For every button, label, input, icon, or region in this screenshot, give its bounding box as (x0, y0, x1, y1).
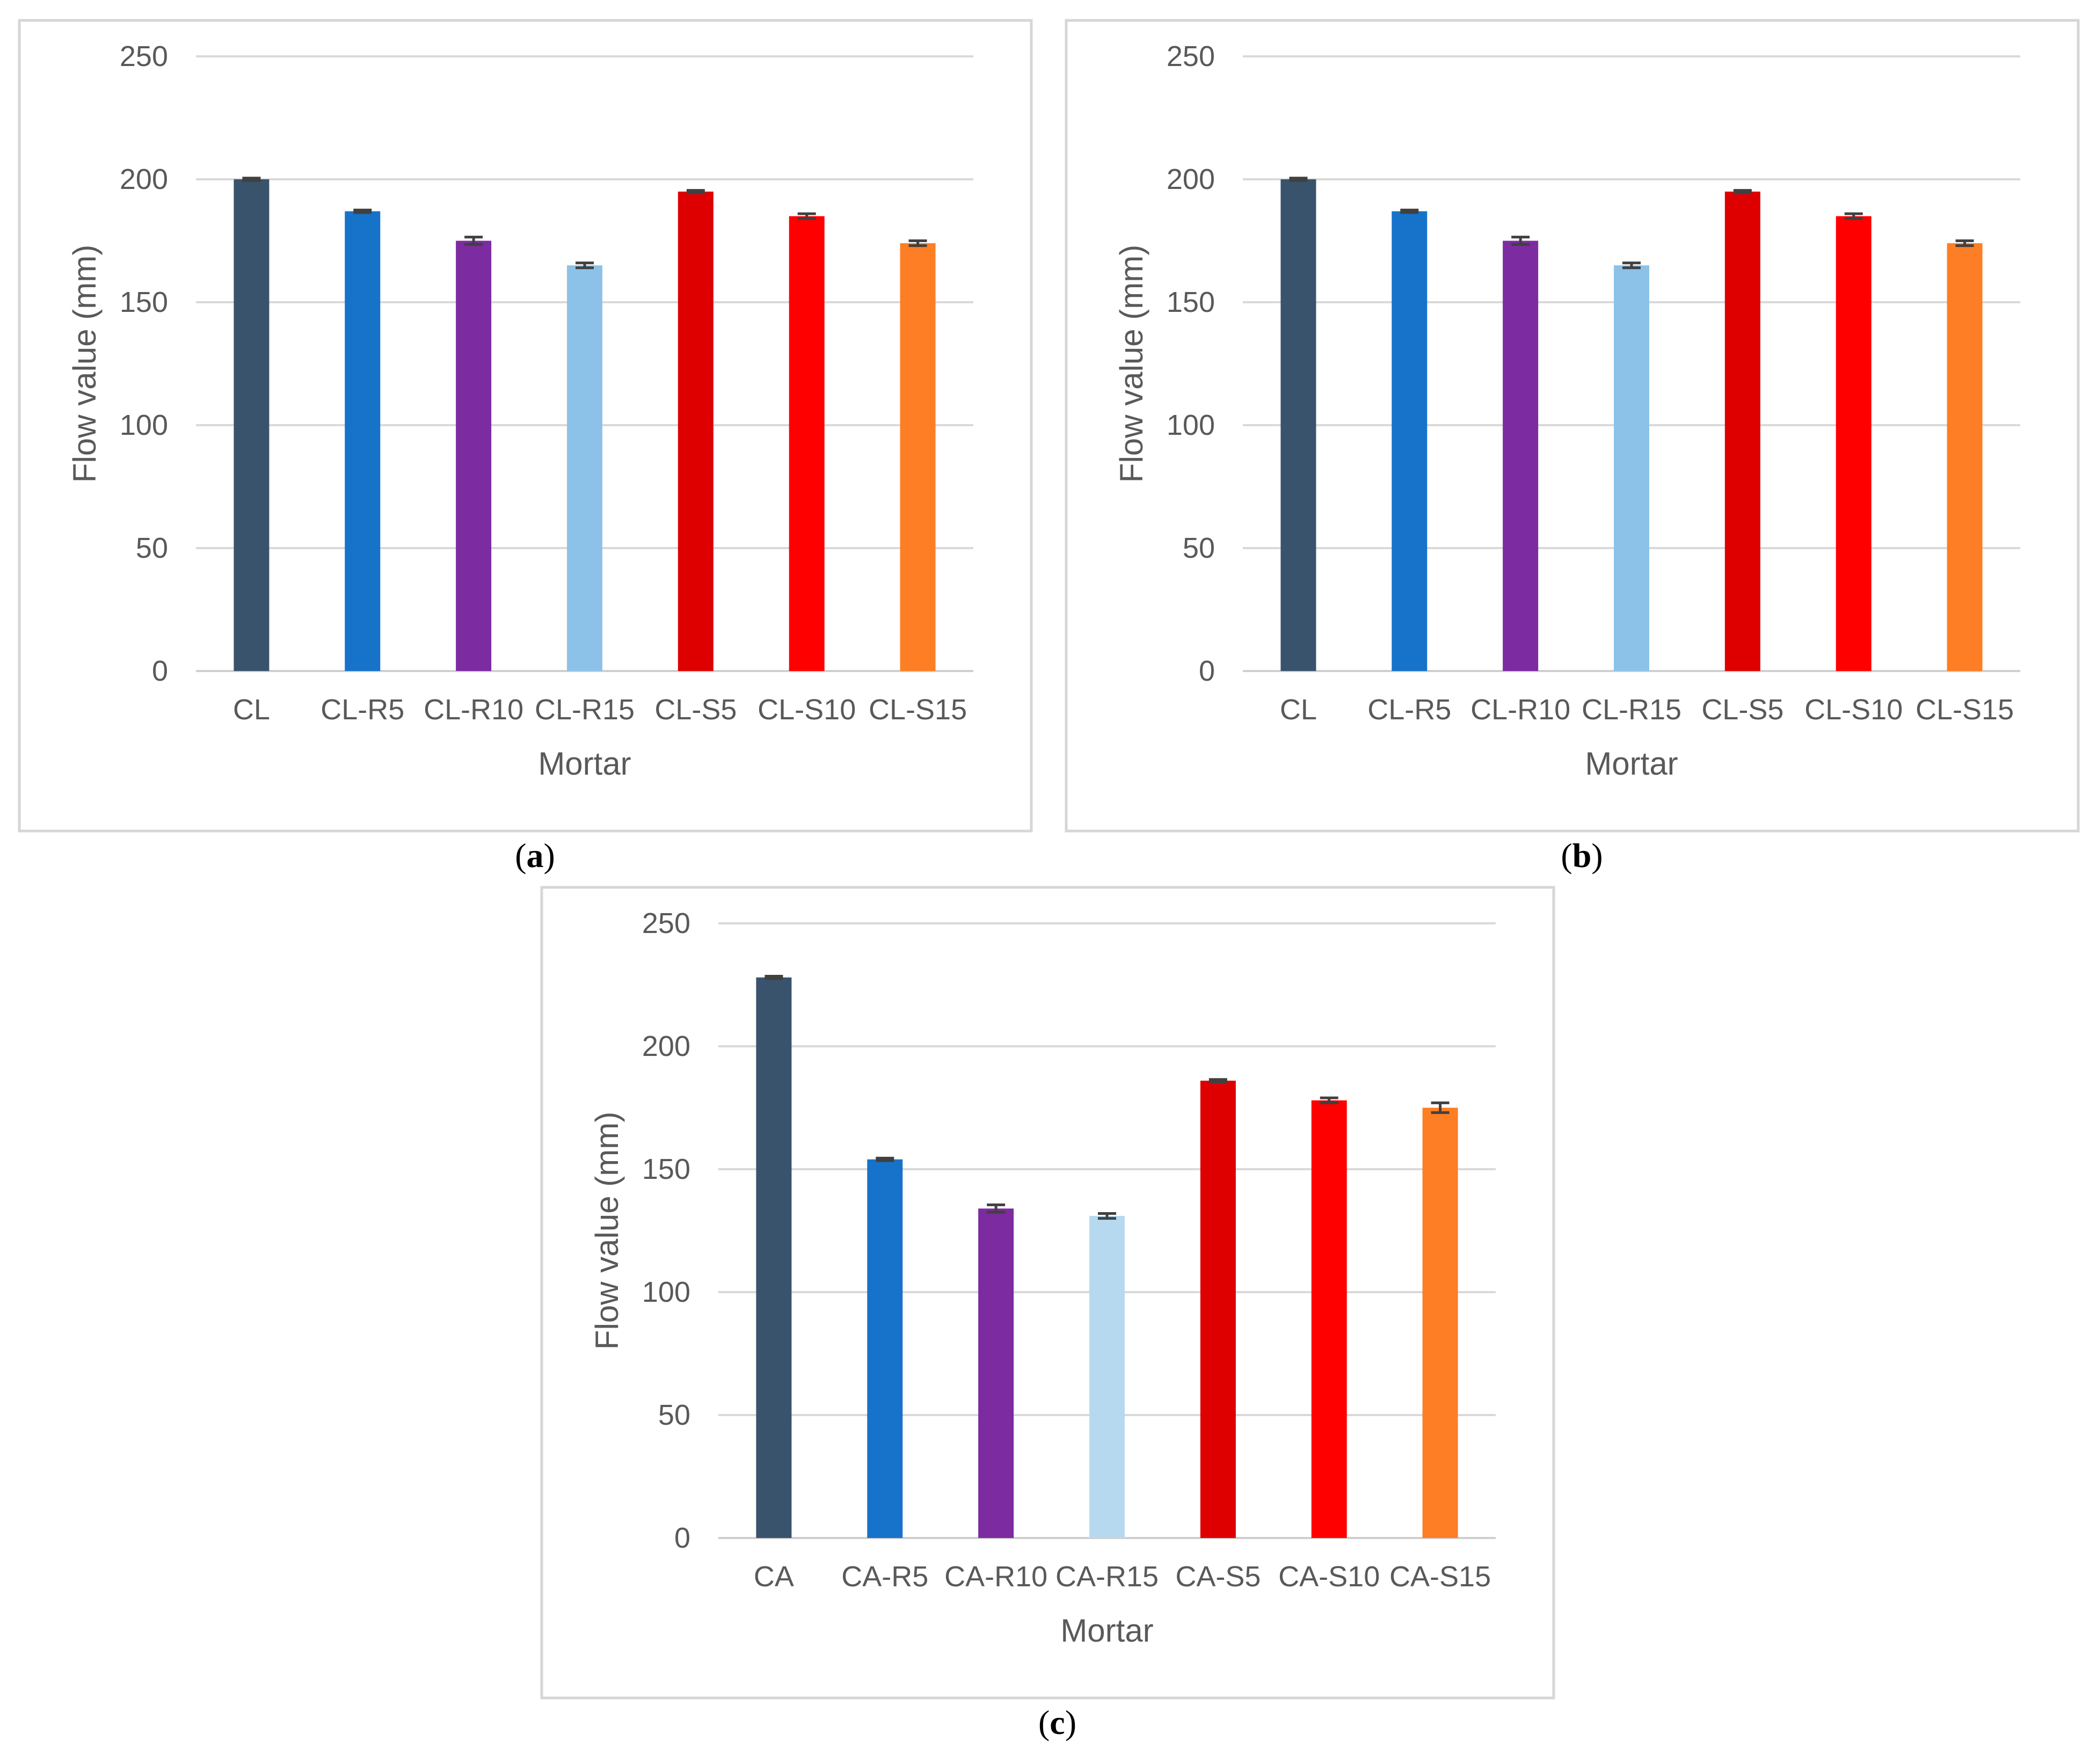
y-tick-label: 0 (1199, 655, 1215, 687)
error-bar (1511, 236, 1530, 246)
x-tick-label: CL-S10 (1804, 694, 1903, 726)
x-tick-label: CL-R5 (321, 694, 404, 726)
bar (1200, 1081, 1236, 1538)
x-tick-label: CA-S15 (1389, 1561, 1491, 1593)
bar (1503, 240, 1539, 671)
y-tick-label: 200 (120, 163, 168, 195)
error-bar (1844, 212, 1863, 220)
bar (978, 1208, 1014, 1538)
x-tick-label: CL-S15 (869, 694, 967, 726)
error-bar (1431, 1101, 1450, 1114)
x-tick-label: CA-S5 (1175, 1561, 1261, 1593)
error-bar (576, 261, 594, 269)
y-axis-title: Flow value (mm) (67, 245, 103, 483)
x-tick-label: CL-R10 (424, 694, 523, 726)
y-tick-label: 100 (1167, 409, 1215, 441)
error-bar (764, 974, 783, 980)
error-bar (876, 1156, 894, 1162)
bar (1724, 191, 1760, 671)
x-tick-label: CL (1280, 694, 1317, 726)
x-axis-title: Mortar (1585, 746, 1678, 782)
x-tick-label: CA-S10 (1278, 1561, 1380, 1593)
y-tick-label: 150 (642, 1153, 690, 1185)
y-tick-label: 200 (642, 1030, 690, 1062)
bar (1089, 1216, 1125, 1538)
chart-panel-c: 0 50 100 150 200 250 CA CA-R5 CA-R10 CA-R15 CA-S5 C… (522, 867, 1555, 1750)
bar (234, 179, 270, 671)
x-tick-label: CL (233, 694, 270, 726)
y-tick-label: 250 (120, 40, 168, 72)
bar (345, 211, 381, 671)
x-tick-label: CL-S5 (654, 694, 737, 726)
y-tick-label: 50 (1183, 532, 1215, 564)
error-bar (1098, 1212, 1116, 1220)
chart-panel-a: 0 50 100 150 200 250 CL CL-R5 CL-R10 CL-R15 CL-S5 C… (0, 0, 1033, 883)
bar (456, 240, 492, 671)
panel-caption: (b) (1561, 836, 1603, 874)
panel-letter: c (1050, 1703, 1065, 1741)
y-tick-label: 250 (1167, 40, 1215, 72)
x-tick-label: CL-R15 (535, 694, 635, 726)
bar (789, 216, 825, 671)
bar (1311, 1100, 1347, 1538)
x-tick-label: CL-R15 (1582, 694, 1681, 726)
bar (756, 977, 792, 1538)
y-tick-label: 150 (120, 286, 168, 318)
y-tick-label: 50 (658, 1399, 690, 1431)
bar (1947, 243, 1983, 672)
error-bar (1289, 177, 1308, 182)
error-bar (1208, 1078, 1227, 1083)
chart-svg: 0 50 100 150 200 250 CA CA-R5 CA-R10 CA-R15 CA-S5 C… (540, 886, 1555, 1741)
panel-caption: (a) (515, 836, 555, 874)
y-tick-label: 0 (674, 1522, 690, 1554)
y-tick-label: 100 (120, 409, 168, 441)
error-bar (686, 189, 705, 194)
error-bar (1733, 189, 1752, 194)
chart-panel-b: 0 50 100 150 200 250 CL CL-R5 CL-R10 CL-R15 CL-S5 C… (1047, 0, 2080, 883)
y-tick-label: 250 (642, 907, 690, 939)
error-bar (464, 236, 483, 246)
bar (1614, 265, 1649, 671)
error-bar (1320, 1096, 1338, 1104)
y-tick-label: 0 (152, 655, 168, 687)
x-tick-label: CL-R5 (1367, 694, 1451, 726)
error-bar (1955, 239, 1974, 247)
error-bar (987, 1203, 1006, 1214)
bar (567, 265, 602, 671)
y-tick-label: 200 (1167, 163, 1215, 195)
panel-caption: (c) (1038, 1703, 1076, 1741)
x-tick-label: CL-S15 (1916, 694, 2014, 726)
error-bar (797, 212, 816, 220)
y-tick-label: 50 (136, 532, 168, 564)
y-tick-label: 150 (1167, 286, 1215, 318)
error-bar (242, 177, 261, 182)
x-tick-label: CA-R15 (1055, 1561, 1159, 1593)
error-bar (1400, 208, 1419, 214)
bar (1392, 211, 1428, 671)
bar (1836, 216, 1872, 671)
x-axis-title: Mortar (1060, 1613, 1153, 1649)
bar (1280, 179, 1316, 671)
bar (900, 243, 936, 672)
chart-svg: 0 50 100 150 200 250 CL CL-R5 CL-R10 CL-R15 CL-S5 C… (1065, 19, 2080, 874)
x-tick-label: CA (754, 1561, 794, 1593)
y-axis-title: Flow value (mm) (1113, 245, 1149, 483)
x-tick-label: CA-R5 (841, 1561, 928, 1593)
bar (867, 1159, 903, 1538)
y-tick-label: 100 (642, 1276, 690, 1308)
x-tick-label: CL-S5 (1701, 694, 1783, 726)
bar (1422, 1107, 1458, 1538)
error-bar (908, 239, 927, 247)
x-tick-label: CL-R10 (1470, 694, 1570, 726)
error-bar (353, 208, 372, 214)
y-axis-title: Flow value (mm) (589, 1112, 625, 1350)
x-axis-title: Mortar (538, 746, 631, 782)
bar (678, 191, 713, 671)
chart-svg: 0 50 100 150 200 250 CL CL-R5 CL-R10 CL-R15 CL-S5 C… (18, 19, 1033, 874)
x-tick-label: CA-R10 (944, 1561, 1047, 1593)
error-bar (1622, 261, 1641, 269)
panel-letter: b (1572, 836, 1592, 874)
panel-letter: a (527, 836, 544, 874)
x-tick-label: CL-S10 (758, 694, 856, 726)
